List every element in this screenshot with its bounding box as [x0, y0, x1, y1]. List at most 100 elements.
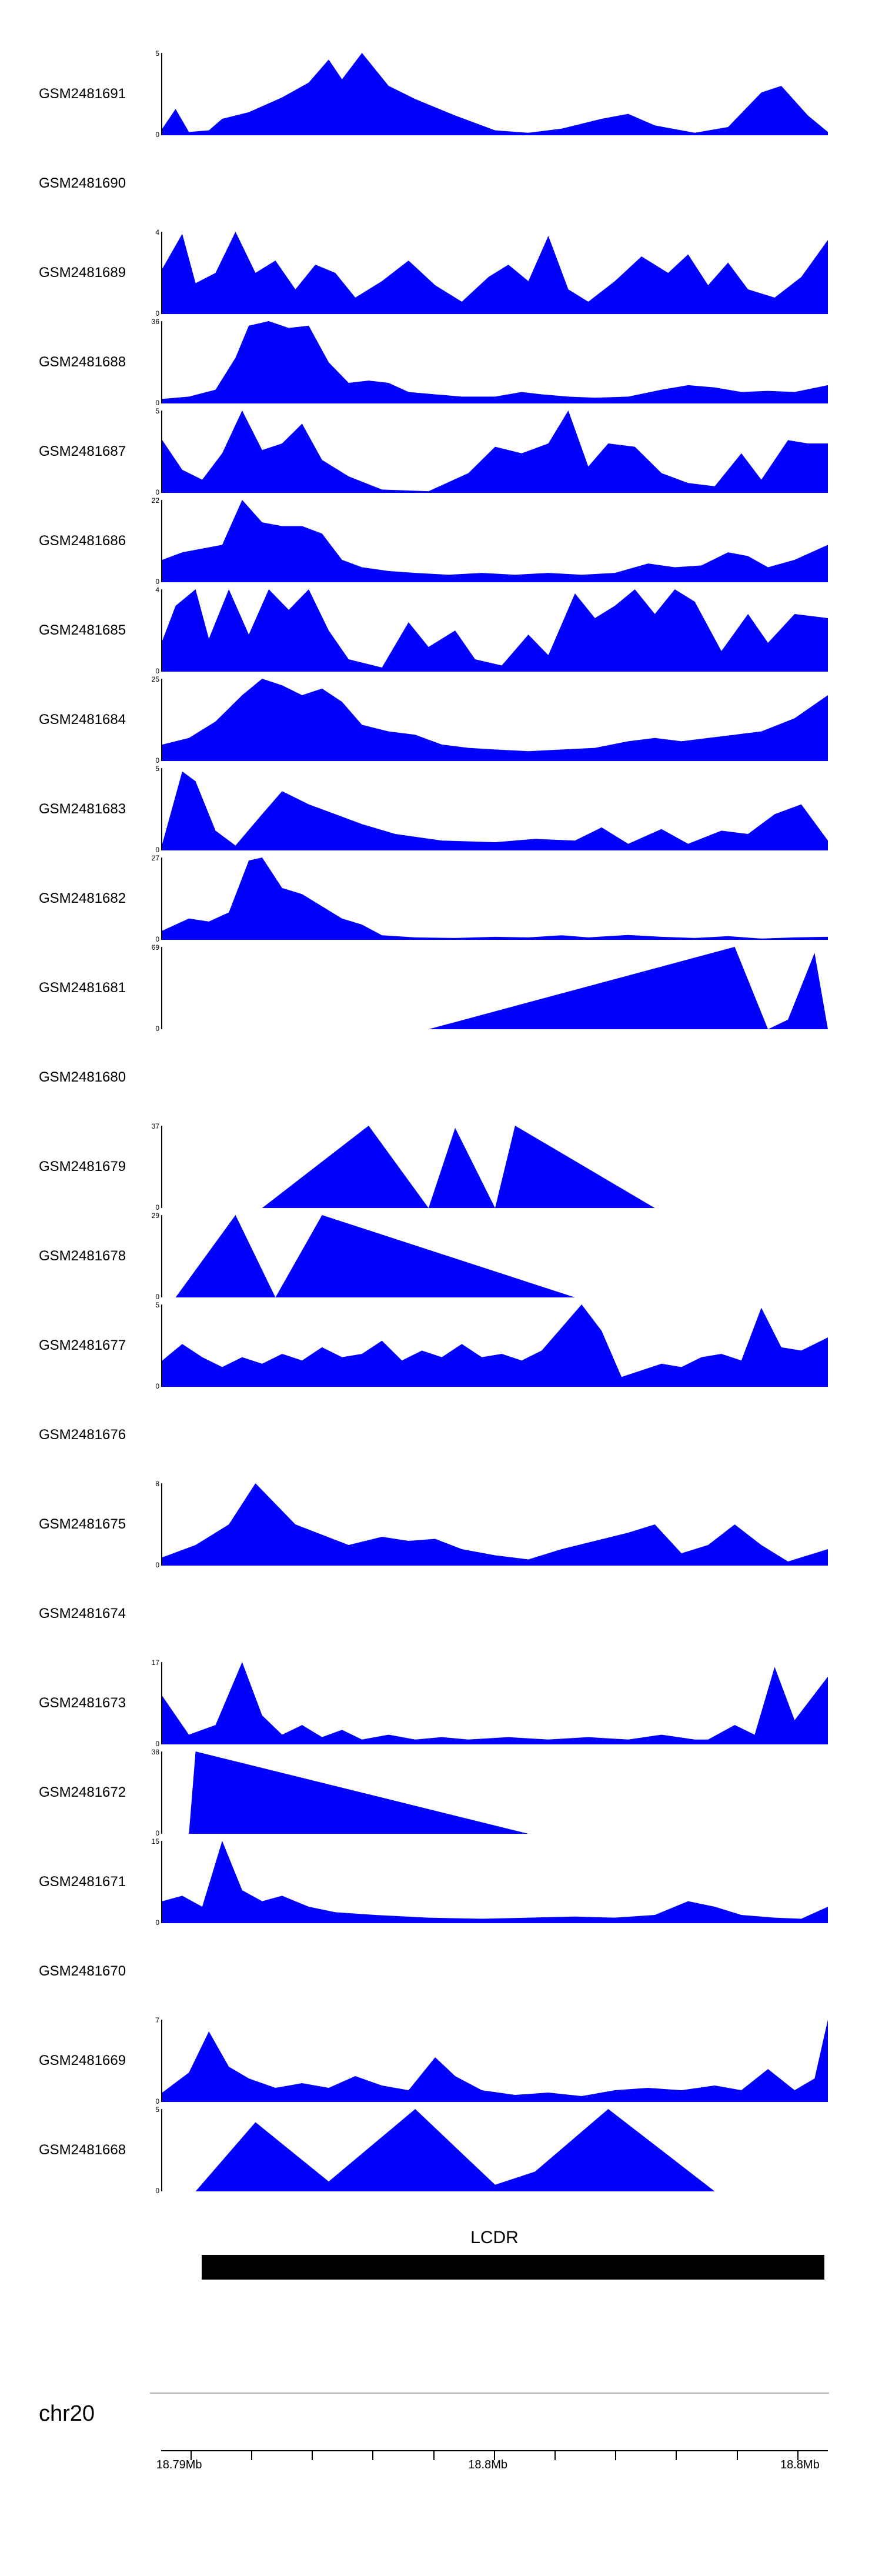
track-row: GSM2481677 5 0 [0, 1302, 882, 1390]
coverage-area-chart [162, 771, 828, 850]
y-max-label: 36 [151, 318, 159, 326]
y-max-label: 29 [151, 1212, 159, 1220]
track-label: GSM2481669 [39, 2052, 126, 2068]
track-label: GSM2481668 [39, 2141, 126, 2158]
genome-axis-labels: 18.79Mb 18.8Mb 18.8Mb [156, 2451, 828, 2477]
y-zero-label: 0 [155, 309, 159, 318]
track-label: GSM2481685 [39, 622, 126, 638]
track-label: GSM2481670 [39, 1963, 126, 1979]
axis-tick [493, 2451, 495, 2460]
track-plot: 7 0 [155, 2017, 828, 2105]
track-label: GSM2481673 [39, 1694, 126, 1711]
axis-tick [676, 2451, 677, 2460]
track-plot: 38 0 [152, 1749, 828, 1837]
track-row-empty: GSM2481674 [0, 1573, 882, 1655]
y-max-label: 69 [151, 943, 159, 952]
track-row: GSM2481669 7 0 [0, 2017, 882, 2105]
track-row: GSM2481679 37 0 [0, 1123, 882, 1212]
track-plot: 5 0 [155, 1302, 828, 1390]
coverage-area-chart [162, 1662, 828, 1744]
coverage-area-chart [162, 1215, 828, 1297]
track-label: GSM2481675 [39, 1516, 126, 1532]
track-plot: 17 0 [152, 1659, 828, 1747]
coverage-area-chart [162, 411, 828, 493]
axis-tick [554, 2451, 556, 2460]
axis-tick [797, 2451, 799, 2460]
track-label: GSM2481672 [39, 1784, 126, 1800]
y-zero-label: 0 [155, 1382, 159, 1390]
track-row: GSM2481683 5 0 [0, 765, 882, 853]
axis-tick [736, 2451, 738, 2460]
coverage-area-chart [162, 857, 828, 940]
track-label: GSM2481687 [39, 443, 126, 459]
coverage-area-chart [162, 500, 828, 582]
track-plot-empty [161, 1573, 828, 1655]
coverage-area-chart [162, 589, 828, 672]
track-label: GSM2481678 [39, 1247, 126, 1264]
track-label: GSM2481683 [39, 800, 126, 817]
y-max-label: 7 [155, 2016, 159, 2024]
track-row: GSM2481675 8 0 [0, 1480, 882, 1569]
y-zero-label: 0 [155, 1203, 159, 1212]
coverage-area-chart [162, 2020, 828, 2102]
track-label: GSM2481684 [39, 711, 126, 728]
y-max-label: 22 [151, 496, 159, 505]
axis-tick-label: 18.8Mb [468, 2458, 508, 2471]
region-bar-row [161, 2255, 828, 2280]
axis-tick [190, 2451, 192, 2460]
track-label: GSM2481679 [39, 1158, 126, 1174]
track-plot: 5 0 [155, 2106, 828, 2194]
y-max-label: 15 [151, 1837, 159, 1846]
track-plot: 5 0 [155, 765, 828, 853]
coverage-area-chart [162, 1304, 828, 1387]
region-annotation: LCDR [161, 2228, 828, 2280]
track-plot: 15 0 [152, 1838, 828, 1926]
axis-tick [433, 2451, 435, 2460]
coverage-area-chart [162, 947, 828, 1029]
track-plot: 8 0 [155, 1480, 828, 1569]
track-plot-empty [161, 142, 828, 225]
coverage-area-chart [162, 232, 828, 314]
y-max-label: 4 [155, 228, 159, 236]
y-zero-label: 0 [155, 667, 159, 675]
track-label: GSM2481688 [39, 353, 126, 370]
track-label: GSM2481677 [39, 1337, 126, 1353]
track-label: GSM2481690 [39, 175, 126, 191]
y-max-label: 5 [155, 2105, 159, 2114]
y-max-label: 38 [151, 1748, 159, 1756]
track-label: GSM2481680 [39, 1069, 126, 1085]
axis-tick [251, 2451, 253, 2460]
y-zero-label: 0 [155, 846, 159, 854]
y-zero-label: 0 [155, 488, 159, 496]
track-row: GSM2481688 36 0 [0, 318, 882, 406]
track-plot: 25 0 [152, 676, 828, 764]
track-row: GSM2481686 22 0 [0, 497, 882, 585]
track-plot: 5 0 [155, 408, 828, 496]
track-row-empty: GSM2481676 [0, 1394, 882, 1476]
track-row: GSM2481678 29 0 [0, 1212, 882, 1300]
y-zero-label: 0 [155, 1561, 159, 1569]
y-max-label: 5 [155, 1301, 159, 1309]
y-zero-label: 0 [155, 1918, 159, 1927]
y-zero-label: 0 [155, 399, 159, 407]
axis-tick-label: 18.79Mb [156, 2458, 202, 2471]
coverage-area-chart [162, 1483, 828, 1566]
region-bar [202, 2255, 825, 2280]
axis-tick [372, 2451, 374, 2460]
track-row: GSM2481673 17 0 [0, 1659, 882, 1747]
track-row: GSM2481682 27 0 [0, 855, 882, 943]
y-max-label: 25 [151, 675, 159, 683]
y-zero-label: 0 [155, 935, 159, 943]
track-plot: 36 0 [152, 318, 828, 406]
coverage-area-chart [162, 1751, 828, 1834]
separator-line [150, 2393, 829, 2394]
track-label: GSM2481689 [39, 264, 126, 281]
track-row: GSM2481671 15 0 [0, 1838, 882, 1926]
track-row: GSM2481681 69 0 [0, 943, 882, 1032]
axis-tick [615, 2451, 617, 2460]
track-row: GSM2481687 5 0 [0, 408, 882, 496]
track-plot: 22 0 [152, 497, 828, 585]
y-max-label: 5 [155, 407, 159, 415]
track-label: GSM2481674 [39, 1605, 126, 1621]
track-row: GSM2481691 5 0 [0, 50, 882, 138]
